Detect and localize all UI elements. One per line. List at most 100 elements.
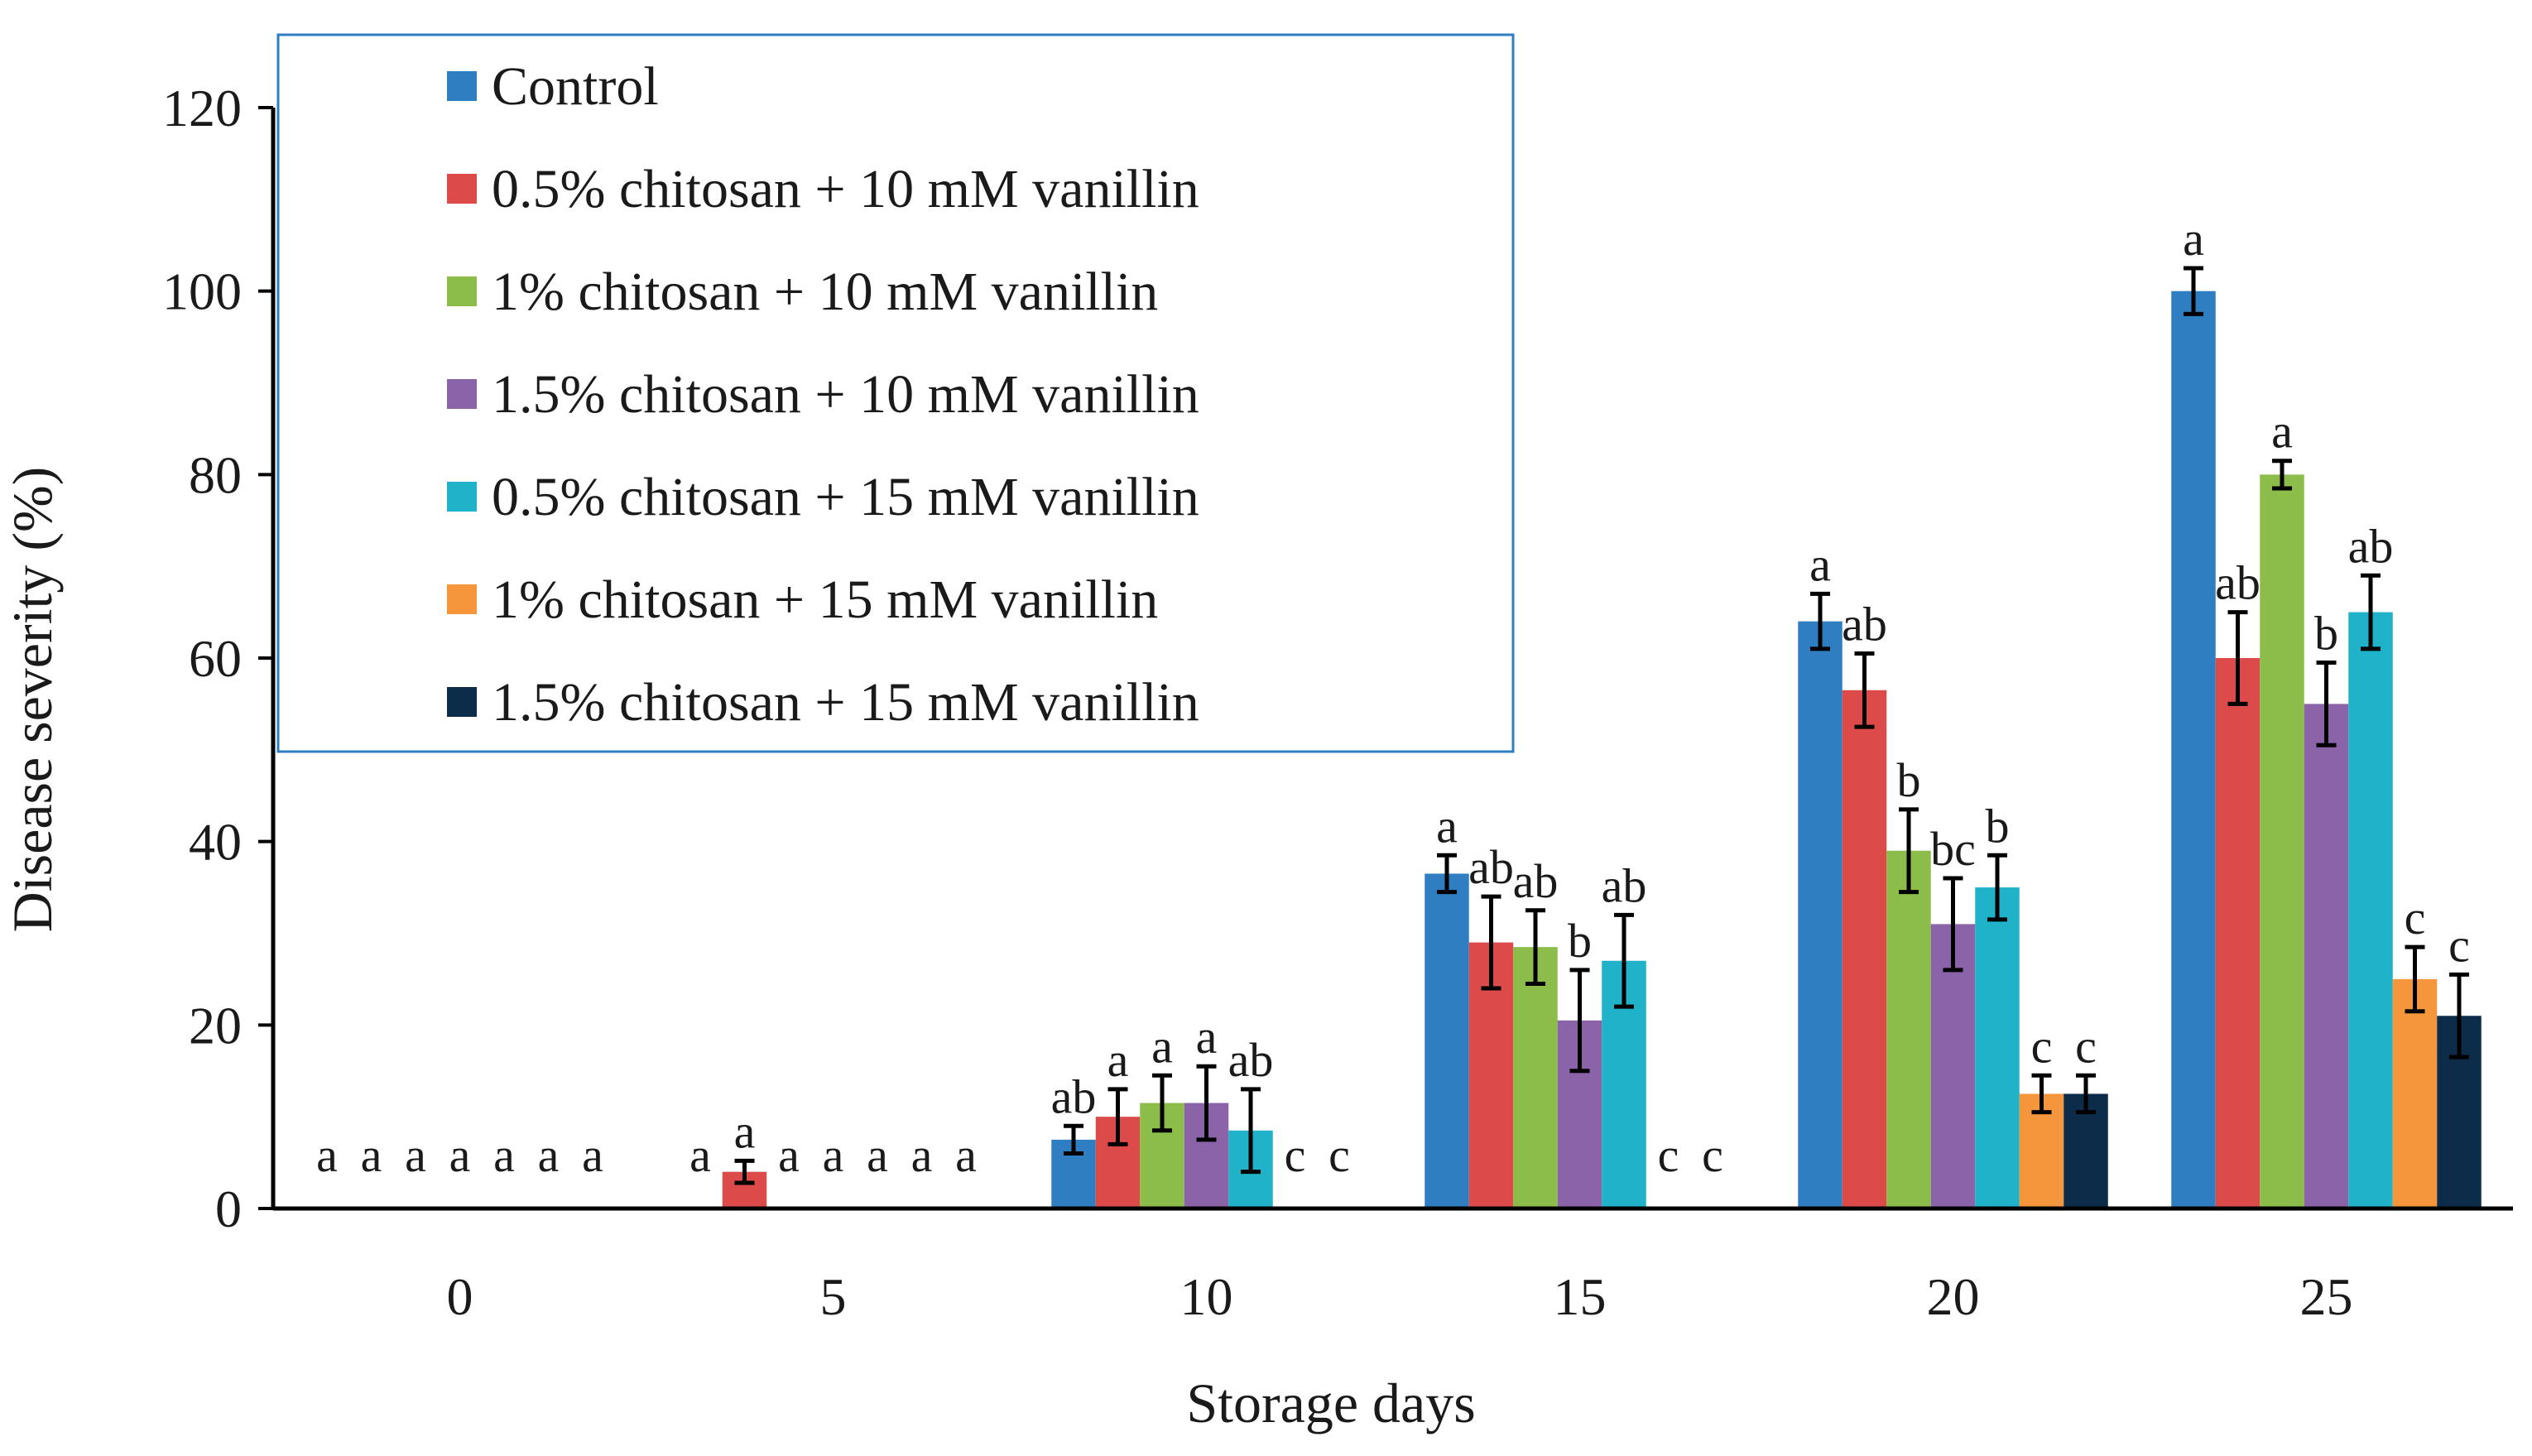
bar [1886,850,1931,1209]
axes-layer: 0 5 10 15 20 25 0 20 40 60 80 100 120 [162,79,2513,1326]
y-tick-label: 100 [162,262,242,321]
legend-swatch [447,276,477,306]
significance-letter: c [1328,1128,1350,1182]
significance-letter: ab [1602,858,1647,912]
significance-letter: a [734,1104,756,1158]
bar [1513,947,1558,1209]
significance-letter: a [867,1128,888,1182]
legend-label: 1% chitosan + 15 mM vanillin [492,569,1158,630]
significance-letter: ab [2215,556,2261,610]
significance-letter: ab [1051,1069,1097,1123]
significance-letter: a [689,1128,711,1182]
legend: Control 0.5% chitosan + 10 mM vanillin 1% … [276,33,1515,753]
error-bar [2076,1073,2096,1115]
significance-letter: c [2405,891,2426,944]
x-tick-label: 10 [1180,1267,1233,1326]
error-bar [1196,1064,1217,1142]
bar [2348,612,2393,1209]
significance-letter: a [778,1128,800,1182]
significance-letter: a [2271,405,2293,459]
legend-item: 1.5% chitosan + 15 mM vanillin [447,672,1199,733]
error-bar [1241,1087,1261,1175]
y-tick-label: 40 [189,813,242,872]
error-bar [1437,853,1457,895]
error-bar [1152,1073,1172,1133]
legend-swatch [447,584,477,614]
significance-letter: c [2075,1019,2097,1073]
legend-label: 1% chitosan + 10 mM vanillin [492,262,1158,322]
x-tick-label: 15 [1554,1267,1607,1326]
error-bar [734,1158,755,1185]
y-tick-label: 80 [189,445,242,504]
legend-item: 1% chitosan + 15 mM vanillin [447,569,1158,630]
error-bar [1943,876,1963,973]
significance-letter: b [2314,607,2338,661]
error-bar [2031,1073,2052,1115]
legend-swatch [447,687,477,717]
error-bar [2227,610,2248,706]
x-axis-title: Storage days [1186,1372,1475,1434]
error-bar [1614,912,1634,1009]
bars-layer [722,291,2482,1209]
legend-item: 0.5% chitosan + 15 mM vanillin [447,467,1199,527]
significance-letter: ab [1228,1033,1274,1087]
y-tick-label: 0 [215,1180,242,1238]
significance-letter: a [361,1128,382,1182]
significance-letter: ab [1513,854,1559,908]
significance-letter: a [1107,1033,1129,1087]
bar [1842,690,1887,1209]
significance-letter: c [2448,918,2470,972]
error-bar [1987,853,2007,922]
significance-letter: c [1702,1128,1723,1182]
bar [2260,474,2304,1209]
significance-letter: a [316,1128,338,1182]
error-bar [1107,1087,1128,1146]
significance-letter: c [2031,1019,2053,1073]
significance-letter: a [1809,537,1831,591]
significance-letter: a [582,1128,603,1182]
legend-swatch [447,482,477,512]
bar [1425,873,1469,1209]
error-bar [1064,1123,1083,1156]
legend-swatch [447,174,477,204]
x-tick-label: 5 [820,1267,847,1326]
significance-letter: a [1436,799,1458,853]
bar [2215,658,2261,1209]
bar [2304,704,2349,1209]
error-bar [1481,894,1501,991]
significance-letter: c [1285,1128,1306,1182]
significance-letter: a [493,1128,515,1182]
y-tick-label: 20 [189,996,242,1055]
legend-item: Control [447,56,659,117]
x-tick-label: 0 [447,1267,473,1326]
significance-letter: a [449,1128,471,1182]
x-tick-label: 20 [1927,1267,1980,1326]
error-bar [2405,944,2425,1014]
significance-letter: a [911,1128,933,1182]
legend-label: 0.5% chitosan + 10 mM vanillin [492,159,1199,219]
error-bar [2361,573,2381,651]
significance-letter: a [1151,1019,1173,1073]
significance-letter: a [538,1128,560,1182]
legend-item: 1% chitosan + 10 mM vanillin [447,262,1158,322]
x-tick-label: 25 [2300,1267,2353,1326]
significance-letter: c [1658,1128,1679,1182]
y-axis-title: Disease severity (%) [1,467,64,933]
legend-label: 0.5% chitosan + 15 mM vanillin [492,467,1199,527]
legend-swatch [447,71,477,101]
legend-label: 1.5% chitosan + 10 mM vanillin [492,364,1199,425]
y-tick-label: 120 [162,79,242,137]
legend-item: 0.5% chitosan + 10 mM vanillin [447,159,1199,219]
bar [2392,978,2438,1209]
error-bar [1810,591,1830,651]
error-bar [1525,908,1545,986]
error-bar [1899,807,1919,895]
significance-letter: ab [1468,840,1514,894]
error-bars-layer [734,266,2469,1185]
significance-letter: a [823,1128,844,1182]
significance-letter: ab [2348,519,2394,573]
significance-letter: a [2183,212,2204,266]
significance-letter: a [405,1128,426,1182]
error-bar [1854,651,1875,729]
